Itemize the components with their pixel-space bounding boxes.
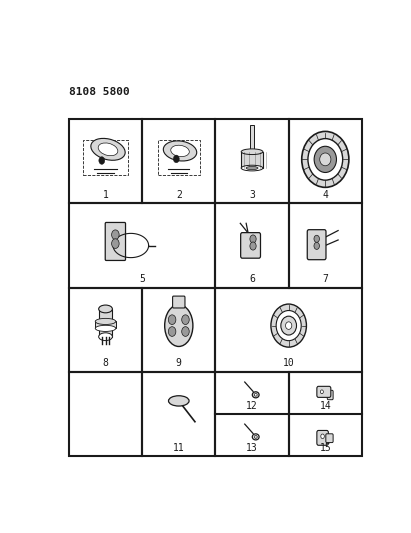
Ellipse shape: [99, 333, 112, 341]
Circle shape: [250, 242, 256, 250]
Ellipse shape: [95, 318, 116, 325]
Ellipse shape: [171, 146, 189, 157]
Ellipse shape: [302, 132, 349, 188]
Circle shape: [250, 235, 256, 243]
FancyBboxPatch shape: [307, 230, 326, 260]
Ellipse shape: [98, 143, 118, 156]
Text: 2: 2: [176, 190, 182, 200]
Circle shape: [169, 327, 176, 336]
Circle shape: [173, 155, 179, 163]
Text: 1: 1: [103, 190, 109, 200]
Bar: [215, 372, 289, 456]
Ellipse shape: [320, 153, 331, 166]
Bar: [142, 372, 215, 456]
Text: 10: 10: [283, 359, 295, 368]
Bar: [215, 119, 289, 204]
Bar: [289, 372, 362, 456]
Circle shape: [99, 157, 105, 164]
Ellipse shape: [95, 325, 116, 332]
FancyBboxPatch shape: [326, 434, 333, 442]
Ellipse shape: [286, 322, 292, 329]
Text: 14: 14: [319, 401, 331, 410]
Bar: [289, 119, 362, 204]
Ellipse shape: [241, 149, 263, 155]
Ellipse shape: [252, 392, 259, 398]
Circle shape: [182, 315, 189, 325]
Circle shape: [314, 243, 319, 249]
Bar: [95, 321, 116, 328]
Ellipse shape: [252, 434, 259, 440]
Bar: [215, 204, 289, 288]
Ellipse shape: [314, 146, 337, 173]
Circle shape: [112, 239, 119, 248]
Bar: [142, 288, 215, 372]
Circle shape: [321, 434, 324, 439]
FancyBboxPatch shape: [241, 232, 261, 258]
Text: 11: 11: [173, 442, 185, 453]
Circle shape: [314, 235, 319, 243]
FancyBboxPatch shape: [327, 390, 333, 400]
Ellipse shape: [163, 141, 197, 161]
Circle shape: [182, 327, 189, 336]
Ellipse shape: [91, 139, 125, 160]
FancyBboxPatch shape: [317, 431, 328, 445]
Ellipse shape: [254, 393, 257, 396]
Text: 13: 13: [246, 442, 258, 453]
Ellipse shape: [165, 305, 193, 346]
Bar: [289, 204, 362, 288]
Text: 15: 15: [319, 442, 331, 453]
Ellipse shape: [308, 139, 343, 180]
Ellipse shape: [271, 304, 307, 347]
Bar: [99, 309, 112, 337]
Bar: [69, 288, 142, 372]
Circle shape: [169, 315, 176, 325]
Text: 5: 5: [139, 274, 145, 284]
Bar: [69, 119, 142, 204]
Bar: [215, 288, 362, 372]
Bar: [241, 152, 263, 168]
Bar: [142, 119, 215, 204]
Ellipse shape: [276, 311, 301, 341]
Ellipse shape: [246, 166, 258, 169]
Ellipse shape: [241, 165, 263, 171]
Bar: [69, 204, 215, 288]
Circle shape: [321, 390, 323, 394]
Text: 4: 4: [322, 190, 328, 200]
FancyBboxPatch shape: [317, 386, 331, 398]
Text: 3: 3: [249, 190, 255, 200]
Text: 12: 12: [246, 401, 258, 410]
FancyBboxPatch shape: [173, 296, 185, 308]
Ellipse shape: [99, 305, 112, 313]
Text: 6: 6: [249, 274, 255, 284]
Bar: [69, 372, 142, 456]
FancyBboxPatch shape: [105, 222, 125, 261]
Text: 8: 8: [103, 359, 109, 368]
Bar: [250, 125, 254, 160]
Ellipse shape: [254, 435, 257, 438]
Text: 8108 5800: 8108 5800: [69, 86, 129, 96]
Ellipse shape: [169, 395, 189, 406]
Circle shape: [112, 230, 119, 239]
Ellipse shape: [281, 316, 296, 335]
Text: 7: 7: [322, 274, 328, 284]
Text: 9: 9: [176, 359, 182, 368]
